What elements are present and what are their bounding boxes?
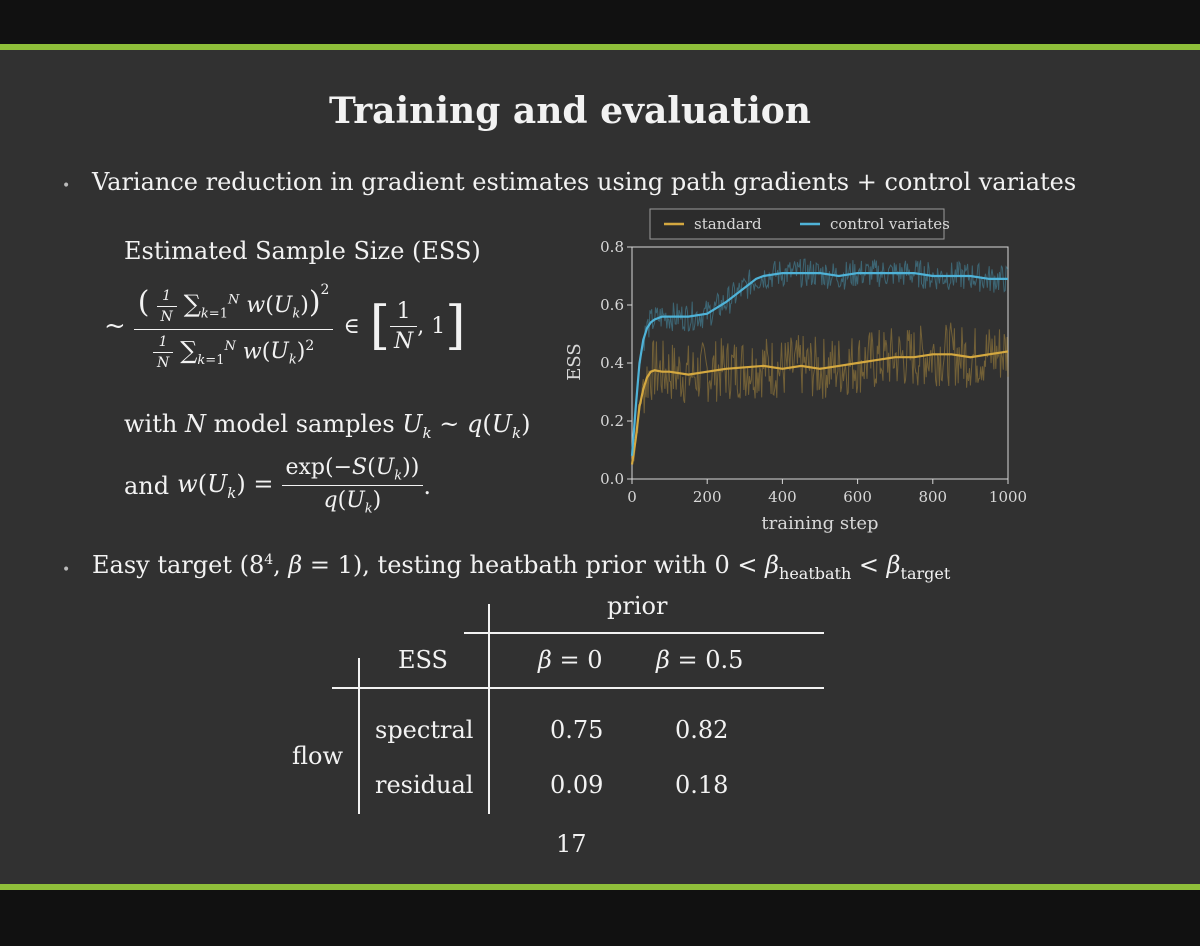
bottom-letterbox <box>0 890 1200 946</box>
table-cell: 0.18 <box>675 771 729 799</box>
y-tick-label: 0.0 <box>600 470 624 488</box>
table-divider-horizontal <box>464 632 824 634</box>
bullet-marker: • <box>62 562 71 578</box>
y-tick-label: 0.4 <box>600 354 624 372</box>
y-tick-label: 0.2 <box>600 412 624 430</box>
chart-axes: 0 200 400 600 800 1000 0.0 0.2 0.4 0.6 0.8 <box>600 238 1027 506</box>
chart-x-axis-label: training step <box>761 513 878 534</box>
table-col-beta05: β = 0.5 <box>656 646 744 674</box>
x-tick-label: 0 <box>627 488 637 506</box>
legend-label: standard <box>694 215 762 233</box>
table-col-beta0: β = 0 <box>538 646 603 674</box>
top-accent-bar <box>0 44 1200 50</box>
table-cell: 0.09 <box>550 771 604 799</box>
chart-y-axis-label: ESS <box>564 343 585 381</box>
series-raw-line <box>631 322 1009 465</box>
table-cell: 0.82 <box>675 716 729 744</box>
x-tick-label: 600 <box>843 488 872 506</box>
table-row-label: spectral <box>375 716 474 744</box>
x-tick-label: 1000 <box>989 488 1027 506</box>
page-number: 17 <box>556 830 587 858</box>
slide-title: Training and evaluation <box>329 90 811 132</box>
ess-label: Estimated Sample Size (ESS) <box>124 237 481 265</box>
x-tick-label: 200 <box>693 488 722 506</box>
table-row-group-flow: flow <box>292 742 343 770</box>
with-word: with <box>124 410 178 438</box>
heatbath-text: , testing heatbath prior with <box>362 551 707 579</box>
series-smoothed-line <box>630 272 1008 456</box>
top-letterbox <box>0 0 1200 44</box>
bottom-accent-bar <box>0 884 1200 890</box>
table-cell: 0.75 <box>550 716 604 744</box>
ess-training-chart: standard control variates 0 200 400 600 800 10… <box>564 208 1027 534</box>
x-tick-label: 400 <box>768 488 797 506</box>
table-divider-vertical <box>488 604 490 814</box>
chart-legend: standard control variates <box>649 208 950 240</box>
table-row-label: residual <box>375 771 474 799</box>
table-corner-ess: ESS <box>398 646 448 674</box>
ess-results-table: prior ESS β = 0 β = 0.5 flow spectral 0.… <box>292 590 830 820</box>
legend-box <box>649 208 945 240</box>
slide-background <box>0 50 1200 884</box>
table-divider-vertical <box>358 658 360 814</box>
legend-label: control variates <box>830 215 950 233</box>
bullet-easy-target: Easy target (84, β = 1), testing heatbat… <box>92 551 951 583</box>
y-tick-label: 0.8 <box>600 238 624 256</box>
table-header-prior: prior <box>607 592 668 620</box>
bullet-marker: • <box>62 178 71 194</box>
model-samples-line: with N model samples Uk ~ q(Uk) <box>124 410 531 442</box>
y-tick-label: 0.6 <box>600 296 624 314</box>
x-tick-label: 800 <box>918 488 947 506</box>
weight-definition: and w(Uk) = exp(−S(Uk)) q(Uk) . <box>124 455 431 517</box>
chart-lines <box>630 258 1009 465</box>
bullet-variance-reduction: Variance reduction in gradient estimates… <box>92 168 1077 196</box>
series-smoothed-line <box>630 350 1009 465</box>
and-word: and <box>124 471 170 500</box>
easy-target-text: Easy target <box>92 551 232 579</box>
model-samples-words: model samples <box>213 410 395 438</box>
table-divider-horizontal <box>332 687 824 689</box>
